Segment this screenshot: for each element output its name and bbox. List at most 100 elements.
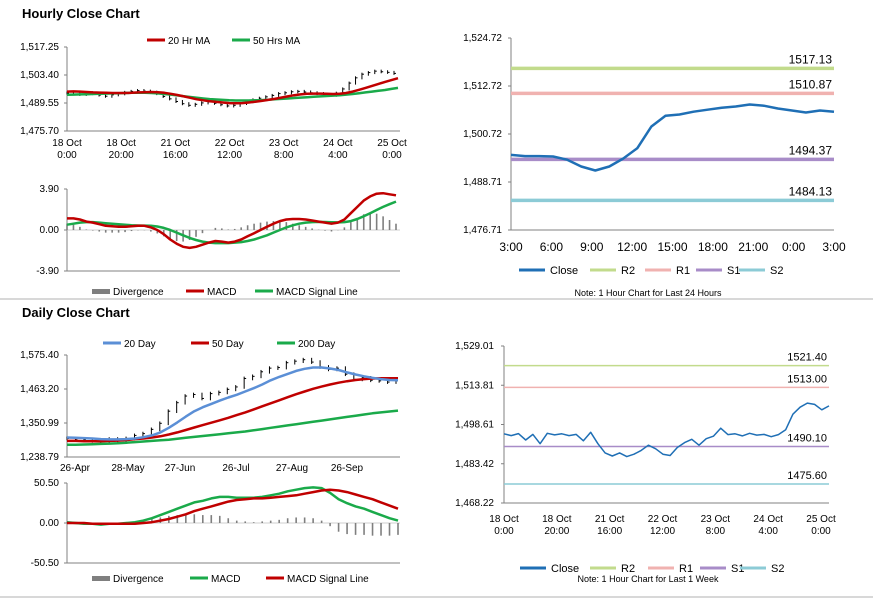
hourly-macd-ytick-label: 0.00	[40, 225, 60, 236]
daily-week-xtick-sublabel: 4:00	[758, 526, 778, 537]
hourly-price-xtick-label: 18 Oct	[52, 138, 82, 149]
daily-week-ytick-label: 1,483.42	[455, 459, 494, 470]
hourly-24h-xtick-label: 12:00	[617, 240, 647, 254]
hourly-section-title: Hourly Close Chart	[22, 6, 140, 21]
daily-price-ytick-label: 1,463.20	[20, 384, 59, 395]
hourly-20hr-ma-line	[66, 77, 399, 105]
hourly-24h-note: Note: 1 Hour Chart for Last 24 Hours	[574, 288, 722, 298]
hourly-24h-level-label-r2: 1517.13	[789, 52, 833, 66]
hourly-24h-xtick-label: 21:00	[738, 240, 768, 254]
hourly-macd-ytick-label: -3.90	[36, 266, 59, 277]
hourly-price-xtick-sublabel: 4:00	[328, 150, 348, 161]
daily-week-legend-label-s2: S2	[771, 563, 784, 575]
hourly-price-ytick-label: 1,503.40	[20, 70, 59, 81]
daily-week-note: Note: 1 Hour Chart for Last 1 Week	[578, 574, 719, 584]
daily-week-xtick-label: 22 Oct	[648, 514, 678, 525]
hourly-24h-ytick-label: 1,500.72	[463, 129, 502, 140]
hourly-24h-xtick-label: 18:00	[698, 240, 728, 254]
hourly-24h-level-label-r1: 1510.87	[789, 77, 833, 91]
daily-week-xtick-label: 21 Oct	[595, 514, 625, 525]
hourly-price-xtick-sublabel: 20:00	[109, 150, 134, 161]
daily-week-legend-label-close: Close	[551, 563, 579, 575]
hourly-price-xtick-sublabel: 0:00	[57, 150, 77, 161]
hourly-price-xtick-sublabel: 12:00	[217, 150, 242, 161]
hourly-price-ytick-label: 1,517.25	[20, 42, 59, 53]
hourly-legend-divergence-swatch	[92, 289, 110, 294]
hourly-price-xtick-label: 23 Oct	[269, 138, 299, 149]
hourly-macd-chart: 3.90 0.00 -3.90 Divergence MACD MACD Signal L…	[36, 184, 400, 298]
hourly-24h-xtick-label: 9:00	[580, 240, 604, 254]
hourly-24h-xtick-label: 3:00	[499, 240, 523, 254]
hourly-24h-legend-label-s2: S2	[770, 265, 783, 277]
daily-week-level-label-s1: 1490.10	[787, 432, 827, 444]
daily-week-legend-label-r1: R1	[679, 563, 693, 575]
hourly-price-xtick-sublabel: 16:00	[163, 150, 188, 161]
hourly-macd-ytick-label: 3.90	[40, 184, 60, 195]
hourly-legend-divergence-label: Divergence	[113, 287, 164, 298]
daily-week-level-label-r2: 1521.40	[787, 352, 827, 364]
hourly-24h-level-label-s2: 1484.13	[789, 184, 833, 198]
daily-price-ytick-label: 1,575.40	[20, 350, 59, 361]
daily-week-ytick-label: 1,468.22	[455, 498, 494, 509]
daily-price-xtick-label: 27-Aug	[276, 463, 308, 474]
daily-week-level-label-s2: 1475.60	[787, 470, 827, 482]
daily-legend-50-day-label: 50 Day	[212, 339, 244, 350]
hourly-price-xtick-label: 25 Oct	[377, 138, 407, 149]
daily-legend-200-day-label: 200 Day	[298, 339, 335, 350]
daily-week-xtick-sublabel: 8:00	[706, 526, 726, 537]
daily-legend-divergence-swatch	[92, 576, 110, 581]
hourly-24h-legend-label-close: Close	[550, 265, 578, 277]
hourly-price-xtick-label: 18 Oct	[106, 138, 136, 149]
daily-week-xtick-label: 23 Oct	[701, 514, 731, 525]
hourly-price-xtick-label: 24 Oct	[323, 138, 353, 149]
daily-week-legend-label-s1: S1	[731, 563, 744, 575]
hourly-24h-xtick-label: 0:00	[782, 240, 806, 254]
daily-week-xtick-sublabel: 0:00	[811, 526, 831, 537]
daily-macd-ytick-label: -50.50	[31, 558, 60, 569]
daily-week-xtick-label: 18 Oct	[542, 514, 572, 525]
daily-week-ytick-label: 1,529.01	[455, 341, 494, 352]
hourly-legend-50hr-ma-label: 50 Hrs MA	[253, 36, 301, 47]
daily-20-day-line	[66, 366, 399, 441]
daily-week-close-line	[503, 402, 830, 458]
hourly-price-xtick-label: 21 Oct	[161, 138, 191, 149]
hourly-price-xtick-label: 22 Oct	[215, 138, 245, 149]
daily-week-xtick-sublabel: 0:00	[494, 526, 514, 537]
daily-price-xtick-label: 26-Apr	[60, 463, 91, 474]
hourly-24h-level-label-s1: 1494.37	[789, 143, 833, 157]
daily-macd-chart: 50.50 0.00 -50.50 Divergence MACD MACD Signal…	[31, 478, 400, 585]
hourly-24h-close-line	[510, 103, 835, 172]
daily-legend-20-day-label: 20 Day	[124, 339, 156, 350]
hourly-price-xtick-sublabel: 0:00	[382, 150, 402, 161]
daily-price-xtick-label: 26-Jul	[222, 463, 249, 474]
hourly-legend-macd-label: MACD	[207, 287, 236, 298]
daily-week-ytick-label: 1,513.81	[455, 380, 494, 391]
hourly-24h-levels-chart: 1517.13 1510.87 1494.37 1484.13 1,524.72 1,51…	[463, 33, 846, 298]
daily-week-level-label-r1: 1513.00	[787, 373, 827, 385]
daily-price-xtick-label: 27-Jun	[165, 463, 196, 474]
hourly-price-xtick-sublabel: 8:00	[274, 150, 294, 161]
daily-week-ytick-label: 1,498.61	[455, 420, 494, 431]
daily-legend-macd-label: MACD	[211, 574, 240, 585]
hourly-price-ytick-label: 1,489.55	[20, 98, 59, 109]
daily-price-ytick-label: 1,238.79	[20, 452, 59, 463]
hourly-24h-xtick-label: 3:00	[822, 240, 846, 254]
hourly-24h-ytick-label: 1,524.72	[463, 33, 502, 44]
hourly-24h-legend-label-s1: S1	[727, 265, 740, 277]
daily-week-legend-label-r2: R2	[621, 563, 635, 575]
hourly-24h-xtick-label: 6:00	[540, 240, 564, 254]
hourly-24h-ytick-label: 1,476.71	[463, 225, 502, 236]
daily-week-xtick-sublabel: 16:00	[597, 526, 622, 537]
hourly-price-chart: 20 Hr MA 50 Hrs MA 1,517.25 1,503.40 1,489.5…	[20, 36, 407, 161]
daily-section-title: Daily Close Chart	[22, 305, 130, 320]
daily-macd-ytick-label: 0.00	[40, 518, 60, 529]
hourly-macd-signal-line	[66, 200, 397, 245]
daily-week-xtick-label: 18 Oct	[489, 514, 519, 525]
daily-week-xtick-sublabel: 20:00	[544, 526, 569, 537]
hourly-price-ytick-label: 1,475.70	[20, 126, 59, 137]
daily-week-xtick-label: 24 Oct	[753, 514, 783, 525]
daily-price-chart: 20 Day 50 Day 200 Day 1,575.40 1,463.20 1,350…	[20, 339, 400, 474]
daily-macd-signal-line	[67, 488, 399, 526]
daily-week-xtick-label: 25 Oct	[806, 514, 836, 525]
